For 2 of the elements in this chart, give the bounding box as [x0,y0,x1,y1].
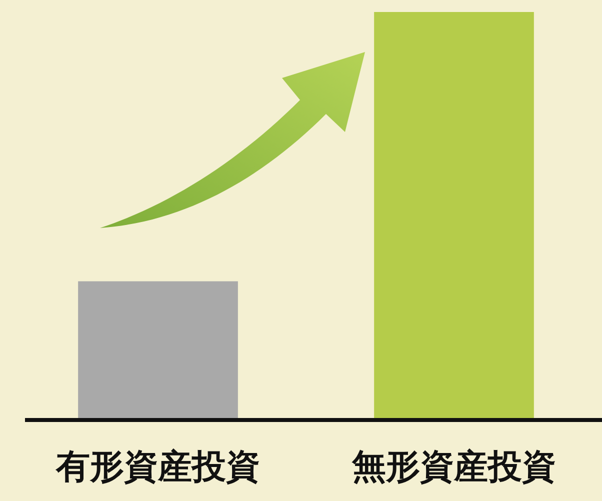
x-tick-label: 有形資産投資 [55,448,260,486]
x-tick-label: 無形資産投資 [351,448,556,486]
